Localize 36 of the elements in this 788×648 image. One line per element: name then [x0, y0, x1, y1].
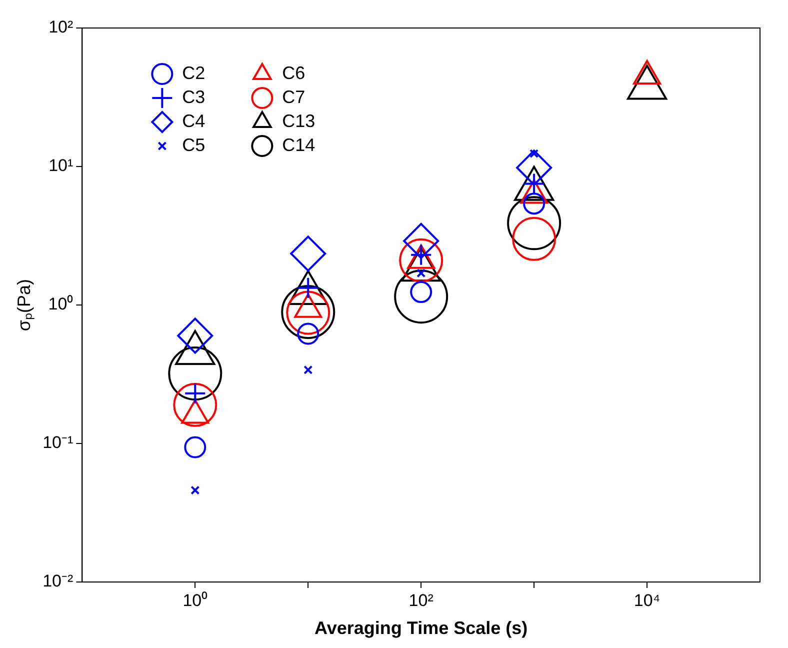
point: [177, 318, 214, 354]
point: [530, 149, 539, 158]
point: [523, 192, 546, 215]
legend-label: C6: [282, 62, 306, 83]
point: [190, 486, 200, 495]
y-axis-title: σₚ(Pa): [14, 278, 35, 332]
y-tick-label: 10¹: [48, 156, 74, 176]
y-tick-label: 10⁻²: [42, 572, 74, 591]
legend-label: C7: [282, 86, 306, 107]
y-tick-label: 10²: [48, 18, 74, 37]
legend-label: C14: [282, 134, 316, 155]
x-tick-label: 10²: [408, 590, 434, 610]
point: [399, 238, 444, 282]
point: [290, 236, 326, 272]
point: [403, 222, 440, 259]
legend-label: C13: [282, 110, 316, 131]
x-tick-label: 10⁰: [182, 590, 208, 610]
point: [516, 150, 552, 186]
x-axis-title: Averaging Time Scale (s): [314, 618, 528, 638]
y-tick-label: 10⁰: [48, 294, 74, 314]
point: [394, 270, 448, 324]
x-tick-label: 10⁴: [634, 590, 660, 610]
point: [173, 382, 218, 427]
y-tick-label: 10⁻¹: [42, 433, 74, 452]
point: [507, 196, 562, 250]
point: [304, 365, 313, 374]
legend-label: C3: [182, 86, 206, 107]
point: [297, 322, 320, 345]
point: [168, 346, 222, 401]
point: [416, 268, 426, 278]
legend-label: C5: [182, 134, 206, 155]
point: [184, 382, 206, 404]
legend-label: C4: [182, 110, 206, 131]
point: [184, 436, 206, 458]
legend-label: C2: [182, 62, 206, 83]
point: [281, 285, 336, 340]
